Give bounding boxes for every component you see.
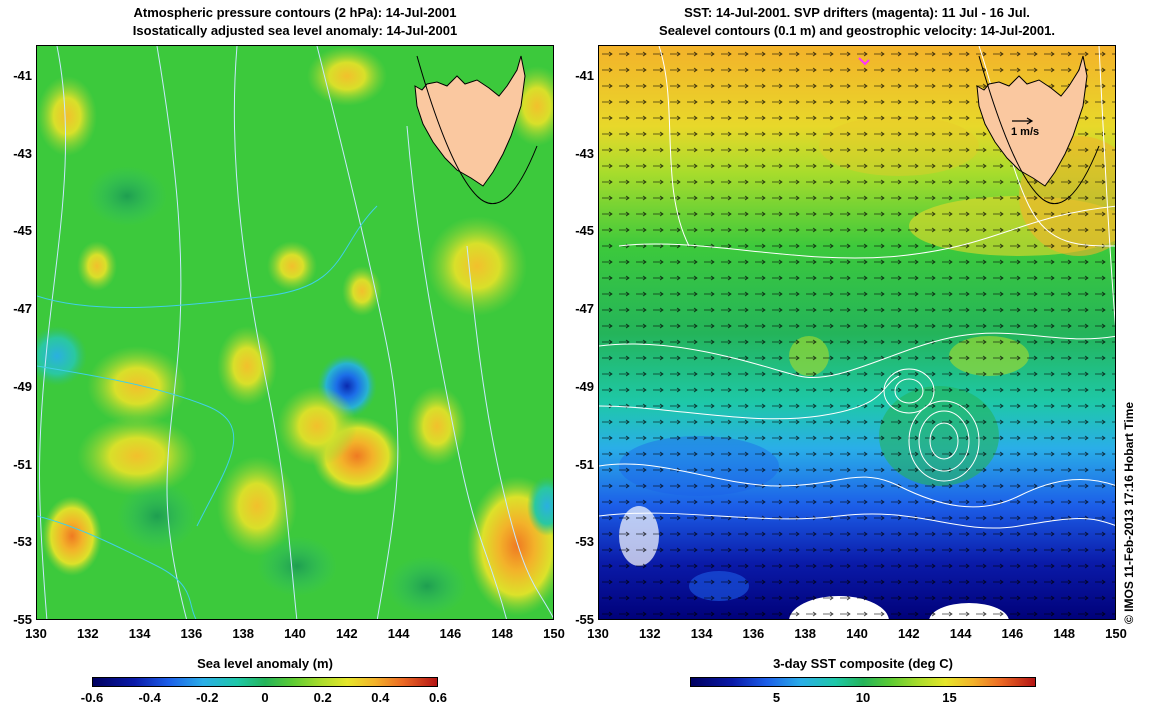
right-lat-tick--53: -53 [575, 534, 594, 550]
left-lon-tick-130: 130 [25, 626, 47, 641]
right-colorbar-tick-5: 5 [772, 690, 781, 705]
left-lat-tick--55: -55 [13, 612, 32, 627]
right-colorbar-tick-15: 15 [942, 690, 957, 705]
pressure-contours [39, 46, 553, 619]
left-lat-tick--41: -41 [13, 68, 32, 84]
tasmania-land-sst [976, 55, 1100, 205]
pressure-contours-cyan [37, 205, 378, 619]
right-lat-tick--49: -49 [575, 378, 594, 394]
right-lon-tick-144: 144 [949, 626, 972, 641]
right-title-line1: SST: 14-Jul-2001. SVP drifters (magenta)… [684, 5, 1030, 20]
left-colorbar-tick-0: 0 [261, 690, 269, 705]
sst-canvas [599, 46, 1115, 619]
right-lon-tick-146: 146 [1001, 626, 1024, 641]
velocity-scale-arrow [1012, 117, 1034, 125]
velocity-scale-label: 1 m/s [1011, 126, 1040, 138]
left-lat-tick--45: -45 [13, 223, 32, 239]
right-lat-tick--55: -55 [575, 612, 594, 627]
svp-drifter-track [858, 57, 870, 66]
right-lon-tick-132: 132 [638, 626, 661, 641]
right-lat-tick--51: -51 [575, 456, 594, 472]
right-title-line2: Sealevel contours (0.1 m) and geostrophi… [659, 23, 1055, 38]
sea-level-anomaly-map[interactable] [36, 45, 554, 620]
right-lat-tick--45: -45 [575, 223, 594, 239]
left-lon-tick-138: 138 [232, 626, 255, 641]
anomaly-field [37, 46, 553, 616]
left-lon-tick-132: 132 [76, 626, 99, 641]
sea-level-anomaly-colorbar [92, 677, 438, 687]
tasmania-land [414, 55, 538, 205]
left-lat-tick--51: -51 [13, 456, 32, 472]
left-colorbar-tick-0.4: 0.4 [371, 690, 390, 705]
left-colorbar-tick-0.6: 0.6 [428, 690, 448, 705]
left-lon-tick-140: 140 [284, 626, 306, 641]
left-lon-tick-146: 146 [439, 626, 462, 641]
right-lat-tick--47: -47 [575, 301, 594, 317]
left-lat-tick--47: -47 [13, 301, 32, 317]
right-lon-tick-134: 134 [690, 626, 713, 641]
left-colorbar-label: Sea level anomaly (m) [197, 656, 333, 671]
left-lon-tick-144: 144 [387, 626, 410, 641]
left-lat-tick--43: -43 [13, 145, 32, 161]
credit-text: © IMOS 11-Feb-2013 17:16 Hobart Time [1122, 401, 1136, 624]
left-lon-tick-134: 134 [128, 626, 151, 641]
right-lon-tick-142: 142 [897, 626, 920, 641]
left-title-line1: Atmospheric pressure contours (2 hPa): 1… [133, 5, 457, 20]
right-lon-tick-138: 138 [794, 626, 817, 641]
right-lat-tick--41: -41 [575, 68, 594, 84]
right-lon-tick-130: 130 [587, 626, 609, 641]
right-lon-tick-136: 136 [742, 626, 765, 641]
left-lat-tick--53: -53 [13, 534, 32, 550]
left-lat-tick--49: -49 [13, 378, 32, 394]
sea-level-anomaly-canvas [37, 46, 553, 619]
left-colorbar-tick--0.4: -0.4 [138, 690, 161, 705]
left-colorbar-tick-0.2: 0.2 [313, 690, 332, 705]
sst-colorbar [690, 677, 1036, 687]
right-colorbar-label: 3-day SST composite (deg C) [773, 656, 953, 671]
left-lon-tick-148: 148 [491, 626, 514, 641]
left-lon-tick-136: 136 [180, 626, 203, 641]
right-colorbar-tick-10: 10 [855, 690, 871, 705]
sst-map[interactable]: 1 m/s [598, 45, 1116, 620]
right-lon-tick-150: 150 [1105, 626, 1127, 641]
left-map-title: Atmospheric pressure contours (2 hPa): 1… [36, 4, 554, 40]
right-lon-tick-140: 140 [846, 626, 868, 641]
left-title-line2: Isostatically adjusted sea level anomaly… [132, 23, 458, 38]
right-lon-tick-148: 148 [1053, 626, 1076, 641]
left-colorbar-tick--0.6: -0.6 [80, 690, 104, 705]
left-colorbar-tick--0.2: -0.2 [196, 690, 219, 705]
right-lat-tick--43: -43 [575, 145, 594, 161]
left-lon-tick-142: 142 [335, 626, 358, 641]
left-lon-tick-150: 150 [543, 626, 565, 641]
right-map-title: SST: 14-Jul-2001. SVP drifters (magenta)… [598, 4, 1116, 40]
